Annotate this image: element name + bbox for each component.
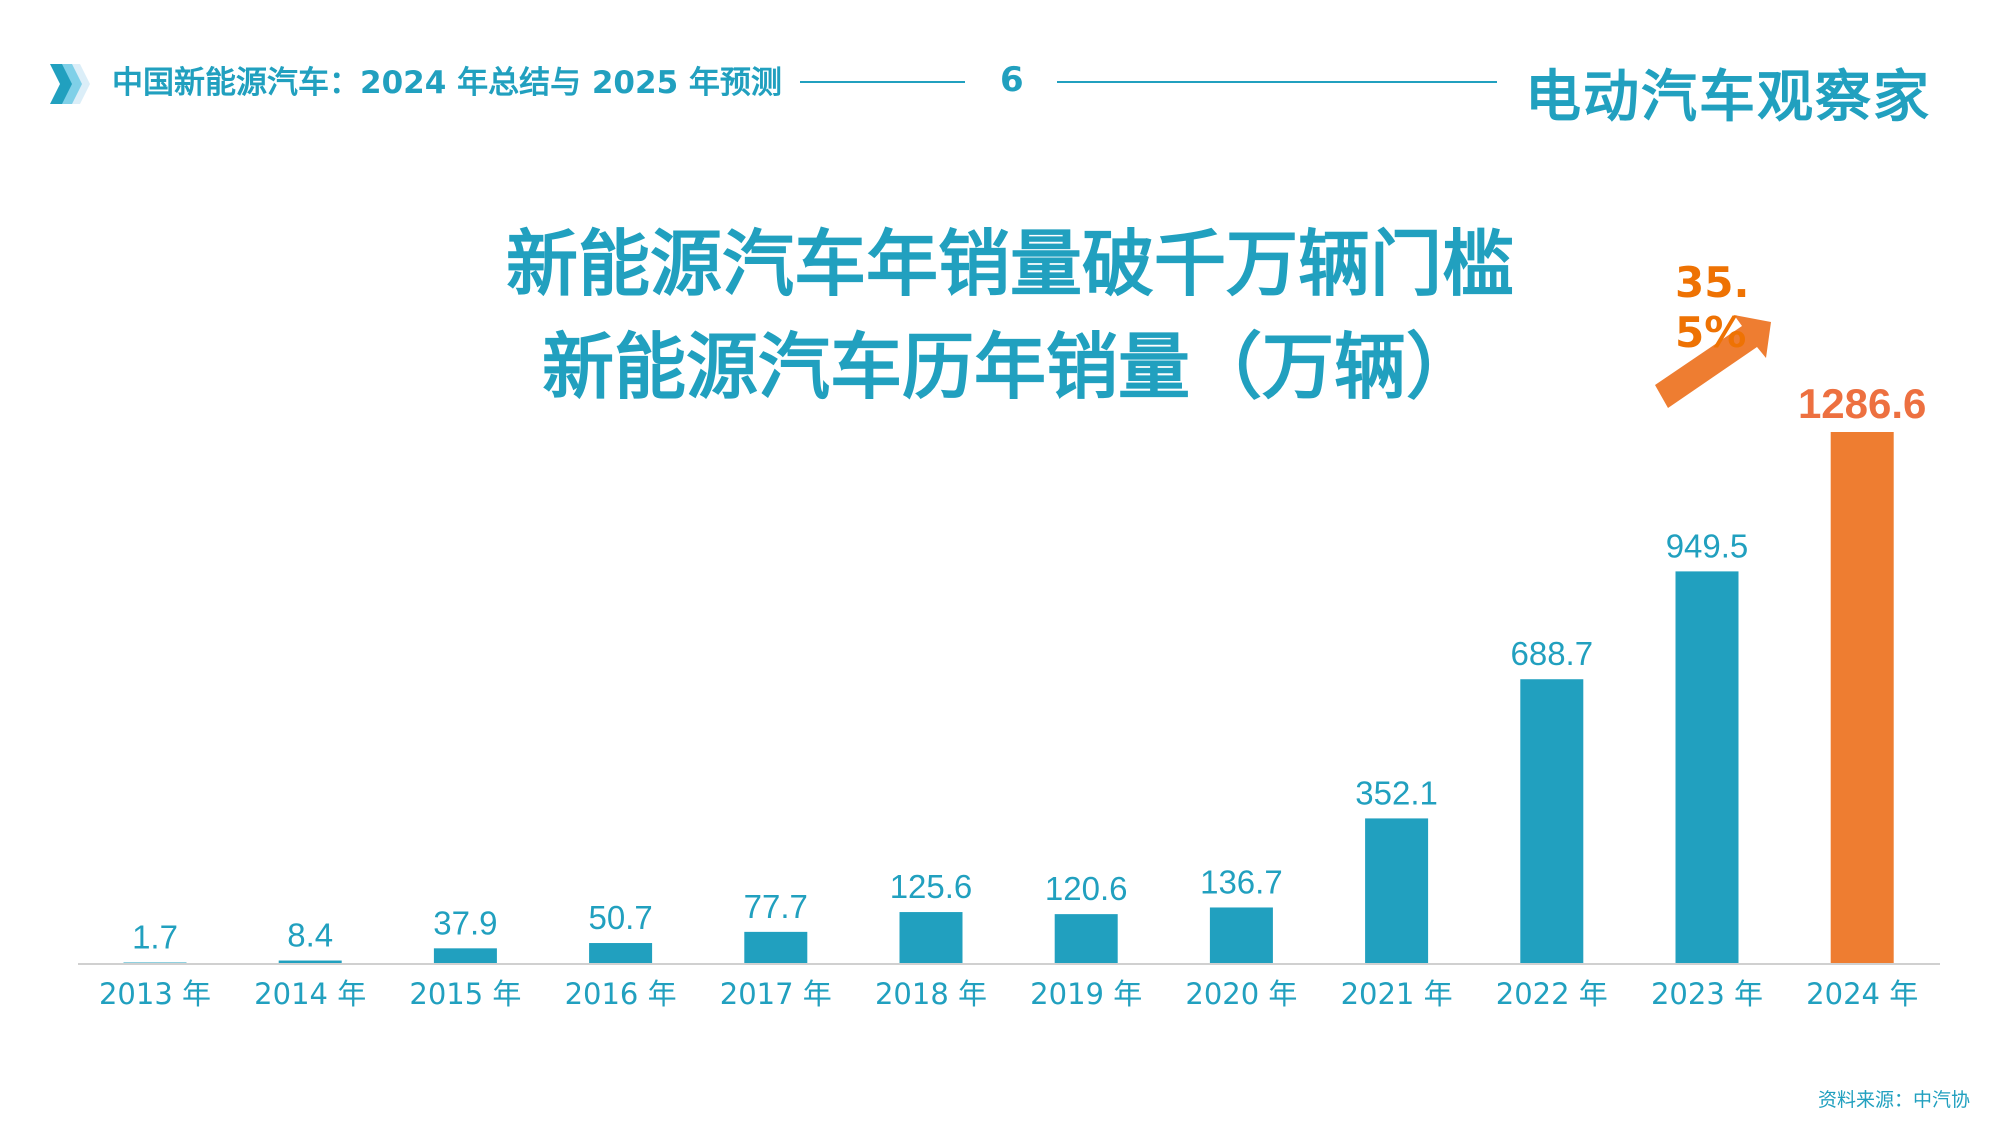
data-source: 资料来源：中汽协	[1817, 1089, 1970, 1111]
data-label: 8.4	[287, 917, 333, 954]
data-label: 352.1	[1355, 774, 1438, 811]
bar	[744, 931, 808, 964]
header-title: 中国新能源汽车：2024 年总结与 2025 年预测	[112, 65, 782, 101]
bar	[433, 948, 497, 964]
x-tick-label: 2022 年	[1496, 977, 1608, 1011]
brand-logo: 电动汽车观察家	[1525, 65, 1931, 130]
data-label: 1286.6	[1798, 380, 1926, 427]
slide-title: 新能源汽车年销量破千万辆门槛	[505, 222, 1514, 306]
growth-annotation: 35.5%	[1675, 258, 1750, 357]
data-label: 50.7	[588, 899, 652, 936]
data-label: 125.6	[890, 868, 973, 905]
data-label: 136.7	[1200, 863, 1283, 900]
data-label: 688.7	[1511, 635, 1594, 672]
data-label: 1.7	[132, 919, 178, 956]
bar	[1830, 432, 1894, 964]
data-label: 77.7	[744, 888, 808, 925]
chevron-double-icon	[50, 64, 90, 104]
data-label: 949.5	[1666, 527, 1749, 564]
page-number: 6	[1000, 60, 1024, 100]
bar	[1054, 914, 1118, 964]
x-tick-label: 2016 年	[565, 977, 677, 1011]
header-divider	[1057, 81, 1497, 83]
x-tick-label: 2019 年	[1030, 977, 1142, 1011]
x-tick-label: 2023 年	[1651, 977, 1763, 1011]
bar	[278, 960, 342, 964]
growth-arrow-icon	[1655, 315, 1771, 408]
header-divider	[800, 81, 965, 83]
bar	[1675, 571, 1739, 964]
x-tick-label: 2018 年	[875, 977, 987, 1011]
x-tick-label: 2021 年	[1341, 977, 1453, 1011]
bar	[1209, 907, 1273, 964]
x-tick-label: 2014 年	[254, 977, 366, 1011]
bar	[589, 943, 653, 964]
bar	[1365, 818, 1429, 964]
chart-title: 新能源汽车历年销量（万辆）	[541, 325, 1478, 409]
x-tick-label: 2017 年	[720, 977, 832, 1011]
x-tick-label: 2013 年	[99, 977, 211, 1011]
bar	[899, 912, 963, 964]
x-tick-label: 2024 年	[1806, 977, 1918, 1011]
data-label: 37.9	[433, 904, 497, 941]
x-tick-label: 2015 年	[409, 977, 521, 1011]
x-tick-label: 2020 年	[1185, 977, 1297, 1011]
data-label: 120.6	[1045, 870, 1128, 907]
bar	[1520, 679, 1584, 964]
